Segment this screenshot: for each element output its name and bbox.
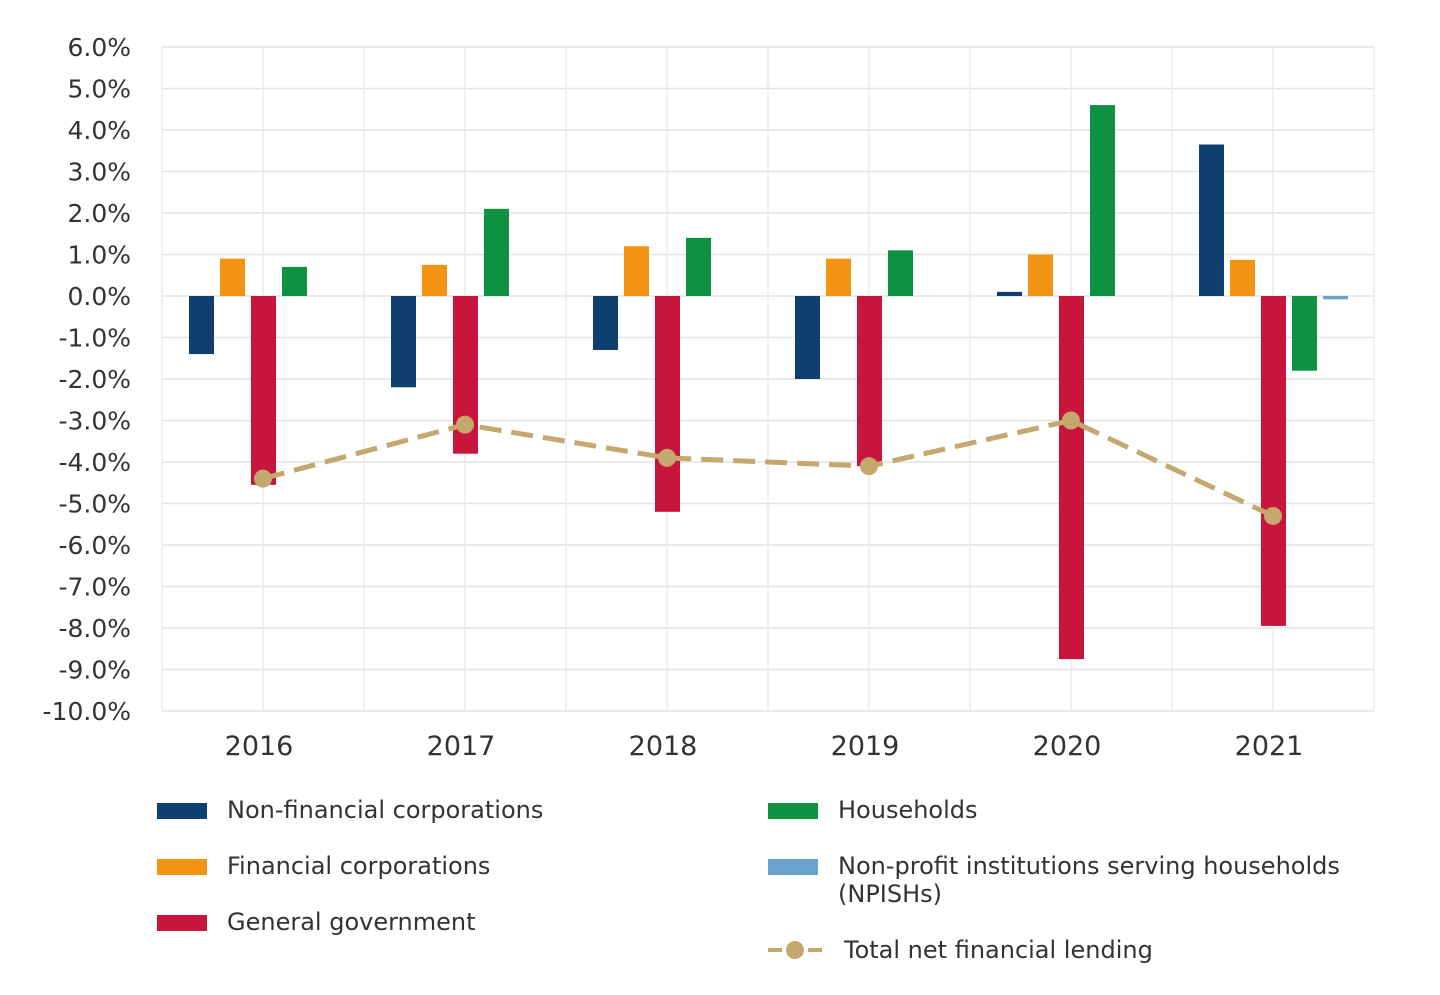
bar-non-financial-corporations-2020	[997, 291, 1022, 296]
legend-item-hh: Households	[768, 796, 978, 824]
legend-swatch	[157, 803, 207, 819]
point-total-2020	[1062, 411, 1080, 430]
y-tick-label: -4.0%	[58, 448, 131, 477]
legend-item-nfc: Non-financial corporations	[157, 796, 543, 824]
y-tick-label: -7.0%	[58, 573, 131, 602]
x-tick-label: 2020	[1033, 731, 1102, 762]
bar-households-2021	[1292, 296, 1317, 371]
x-tick-label: 2017	[427, 731, 496, 762]
bar-non-financial-corporations-2016	[189, 296, 214, 355]
legend-item-total: Total net financial lending	[768, 936, 1153, 964]
bar-non-financial-corporations-2019	[795, 296, 820, 379]
legend-swatch	[157, 859, 207, 875]
point-total-2019	[860, 457, 878, 476]
y-tick-label: -6.0%	[58, 531, 131, 560]
line-total-net-financial-lending	[262, 417, 1275, 519]
legend-line-marker-icon	[768, 941, 826, 959]
y-tick-label: -8.0%	[58, 614, 131, 643]
legend-item-gg: General government	[157, 908, 476, 936]
point-total-2021	[1264, 506, 1282, 525]
y-tick-label: 1.0%	[67, 241, 131, 270]
y-tick-label: -10.0%	[43, 697, 131, 726]
bar-households-2016	[282, 266, 307, 296]
bar-financial-corporations-2019	[826, 258, 851, 296]
x-tick-label: 2018	[629, 731, 698, 762]
legend-label: Non-financial corporations	[227, 796, 544, 824]
legend-label: Financial corporations	[227, 852, 491, 880]
legend-label: General government	[227, 908, 476, 936]
legend-item-npish: Non-profit institutions serving househol…	[768, 852, 1340, 908]
y-tick-label: 2.0%	[67, 199, 131, 228]
legend-swatch	[768, 803, 818, 819]
y-tick-label: -9.0%	[58, 656, 131, 685]
x-tick-label: 2021	[1235, 731, 1304, 762]
bar-non-financial-corporations-2018	[593, 296, 618, 350]
bar-households-2019	[888, 250, 913, 296]
bar-financial-corporations-2021	[1230, 259, 1255, 296]
bar-general-government-2021	[1261, 296, 1286, 626]
legend-swatch	[157, 915, 207, 931]
y-tick-label: -2.0%	[58, 365, 131, 394]
legend-label: Households	[838, 796, 978, 824]
bar-households-2020	[1090, 105, 1115, 296]
bar-financial-corporations-2020	[1028, 254, 1053, 296]
x-tick-label: 2019	[831, 731, 900, 762]
bar-non-financial-corporations-2021	[1199, 144, 1224, 296]
y-tick-label: 0.0%	[67, 282, 131, 311]
y-tick-label: -3.0%	[58, 407, 131, 436]
y-tick-label: -1.0%	[58, 324, 131, 353]
y-tick-label: 6.0%	[67, 33, 131, 62]
y-tick-label: 4.0%	[67, 116, 131, 145]
bar-financial-corporations-2018	[624, 246, 649, 296]
bar-general-government-2018	[655, 296, 680, 512]
bar-non-profit-institutions-serving-households-npishs--2021	[1323, 296, 1348, 300]
point-total-2018	[658, 448, 676, 467]
point-total-2017	[456, 415, 474, 434]
bar-financial-corporations-2016	[220, 258, 245, 296]
bar-general-government-2019	[857, 296, 882, 467]
x-tick-label: 2016	[225, 731, 294, 762]
bar-general-government-2016	[251, 296, 276, 485]
legend-item-fc: Financial corporations	[157, 852, 490, 880]
y-tick-label: 5.0%	[67, 75, 131, 104]
bar-non-financial-corporations-2017	[391, 296, 416, 388]
bar-households-2018	[686, 237, 711, 296]
bar-financial-corporations-2017	[422, 264, 447, 296]
bar-households-2017	[484, 208, 509, 296]
legend-label: Non-profit institutions serving househol…	[838, 852, 1340, 908]
chart: 6.0% 5.0% 4.0% 3.0% 2.0% 1.0% 0.0% -1.0% -2.0% -3…	[43, 33, 1375, 762]
legend-swatch	[768, 859, 818, 875]
bar-general-government-2020	[1059, 296, 1084, 660]
point-total-2016	[254, 469, 272, 488]
y-tick-label: 3.0%	[67, 158, 131, 187]
y-tick-label: -5.0%	[58, 490, 131, 519]
legend-label: Total net financial lending	[844, 936, 1153, 964]
